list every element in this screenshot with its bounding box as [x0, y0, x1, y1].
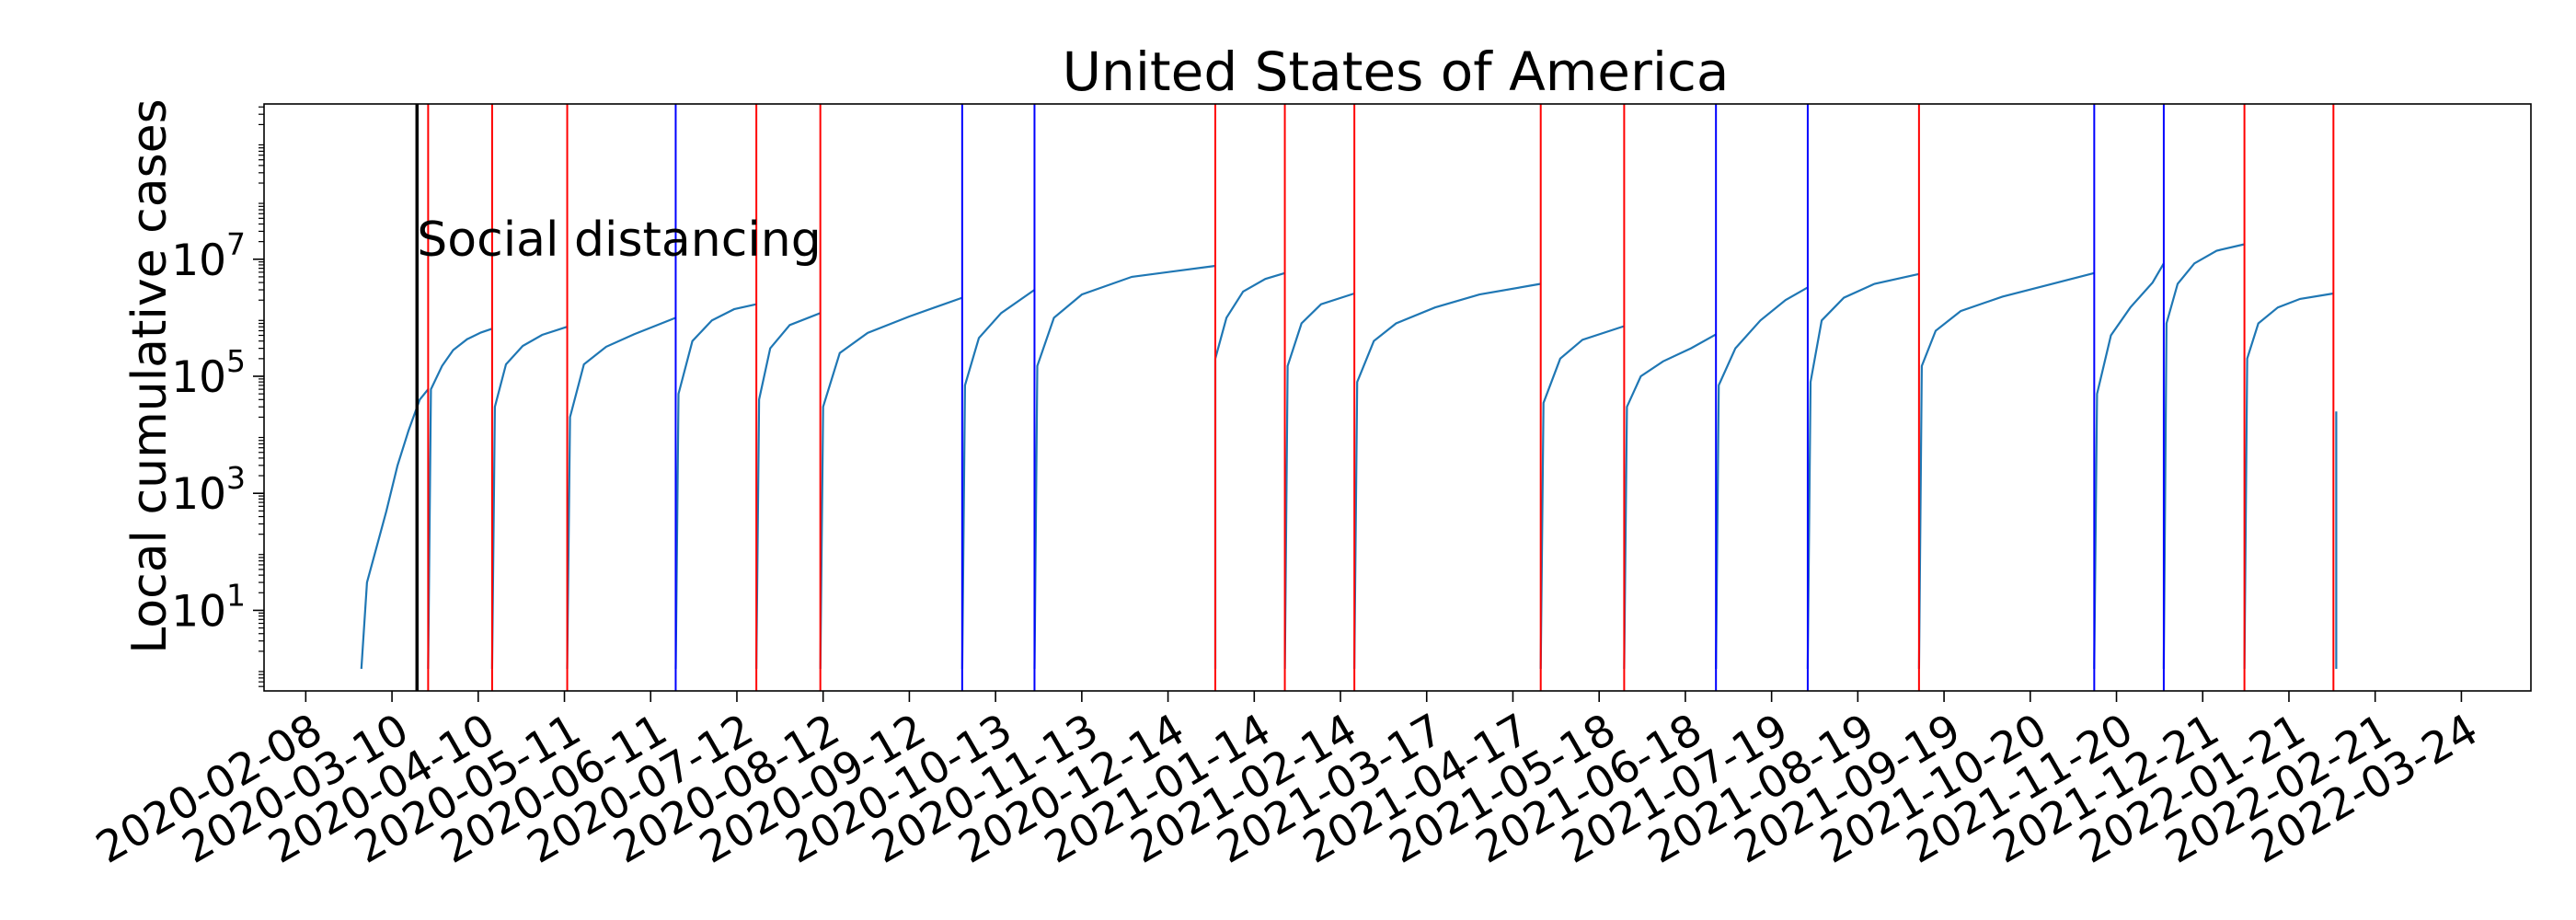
series-line-5 — [674, 303, 757, 670]
series-line-17 — [1917, 271, 2095, 670]
series-line-4 — [566, 316, 676, 670]
series-line-6 — [755, 312, 822, 670]
y-tick-label-4: 107 — [171, 226, 246, 286]
chart-title: United States of America — [1063, 40, 1730, 103]
annotation-layer: Social distancing — [415, 104, 822, 691]
social-distancing-label: Social distancing — [417, 213, 821, 268]
series-line-18 — [2093, 262, 2165, 670]
series-line-8 — [960, 289, 1036, 670]
series-line-19 — [2162, 243, 2245, 670]
y-axis-label: Local cumulative cases — [122, 98, 178, 654]
series-line-16 — [1806, 272, 1920, 670]
series-line-2 — [427, 328, 493, 670]
series-line-10 — [1213, 271, 1285, 669]
series-line-11 — [1283, 292, 1355, 670]
series-line-15 — [1715, 286, 1809, 670]
y-axis: 101 103 105 107 — [171, 106, 264, 687]
series-line-3 — [490, 326, 568, 670]
plot-frame — [263, 103, 2532, 692]
series-line-13 — [1539, 325, 1625, 670]
x-axis: 2020-02-082020-03-102020-04-102020-05-11… — [87, 691, 2487, 874]
series-line-9 — [1033, 264, 1216, 670]
y-tick-label-3: 105 — [171, 343, 246, 403]
series-layer — [360, 243, 2338, 670]
series-line-14 — [1623, 333, 1717, 670]
series-line-12 — [1353, 282, 1541, 670]
series-line-7 — [819, 296, 963, 670]
series-line-20 — [2243, 292, 2334, 670]
vertical-lines — [427, 104, 2335, 691]
y-tick-label-1: 101 — [171, 577, 246, 637]
y-tick-label-2: 103 — [171, 460, 246, 520]
